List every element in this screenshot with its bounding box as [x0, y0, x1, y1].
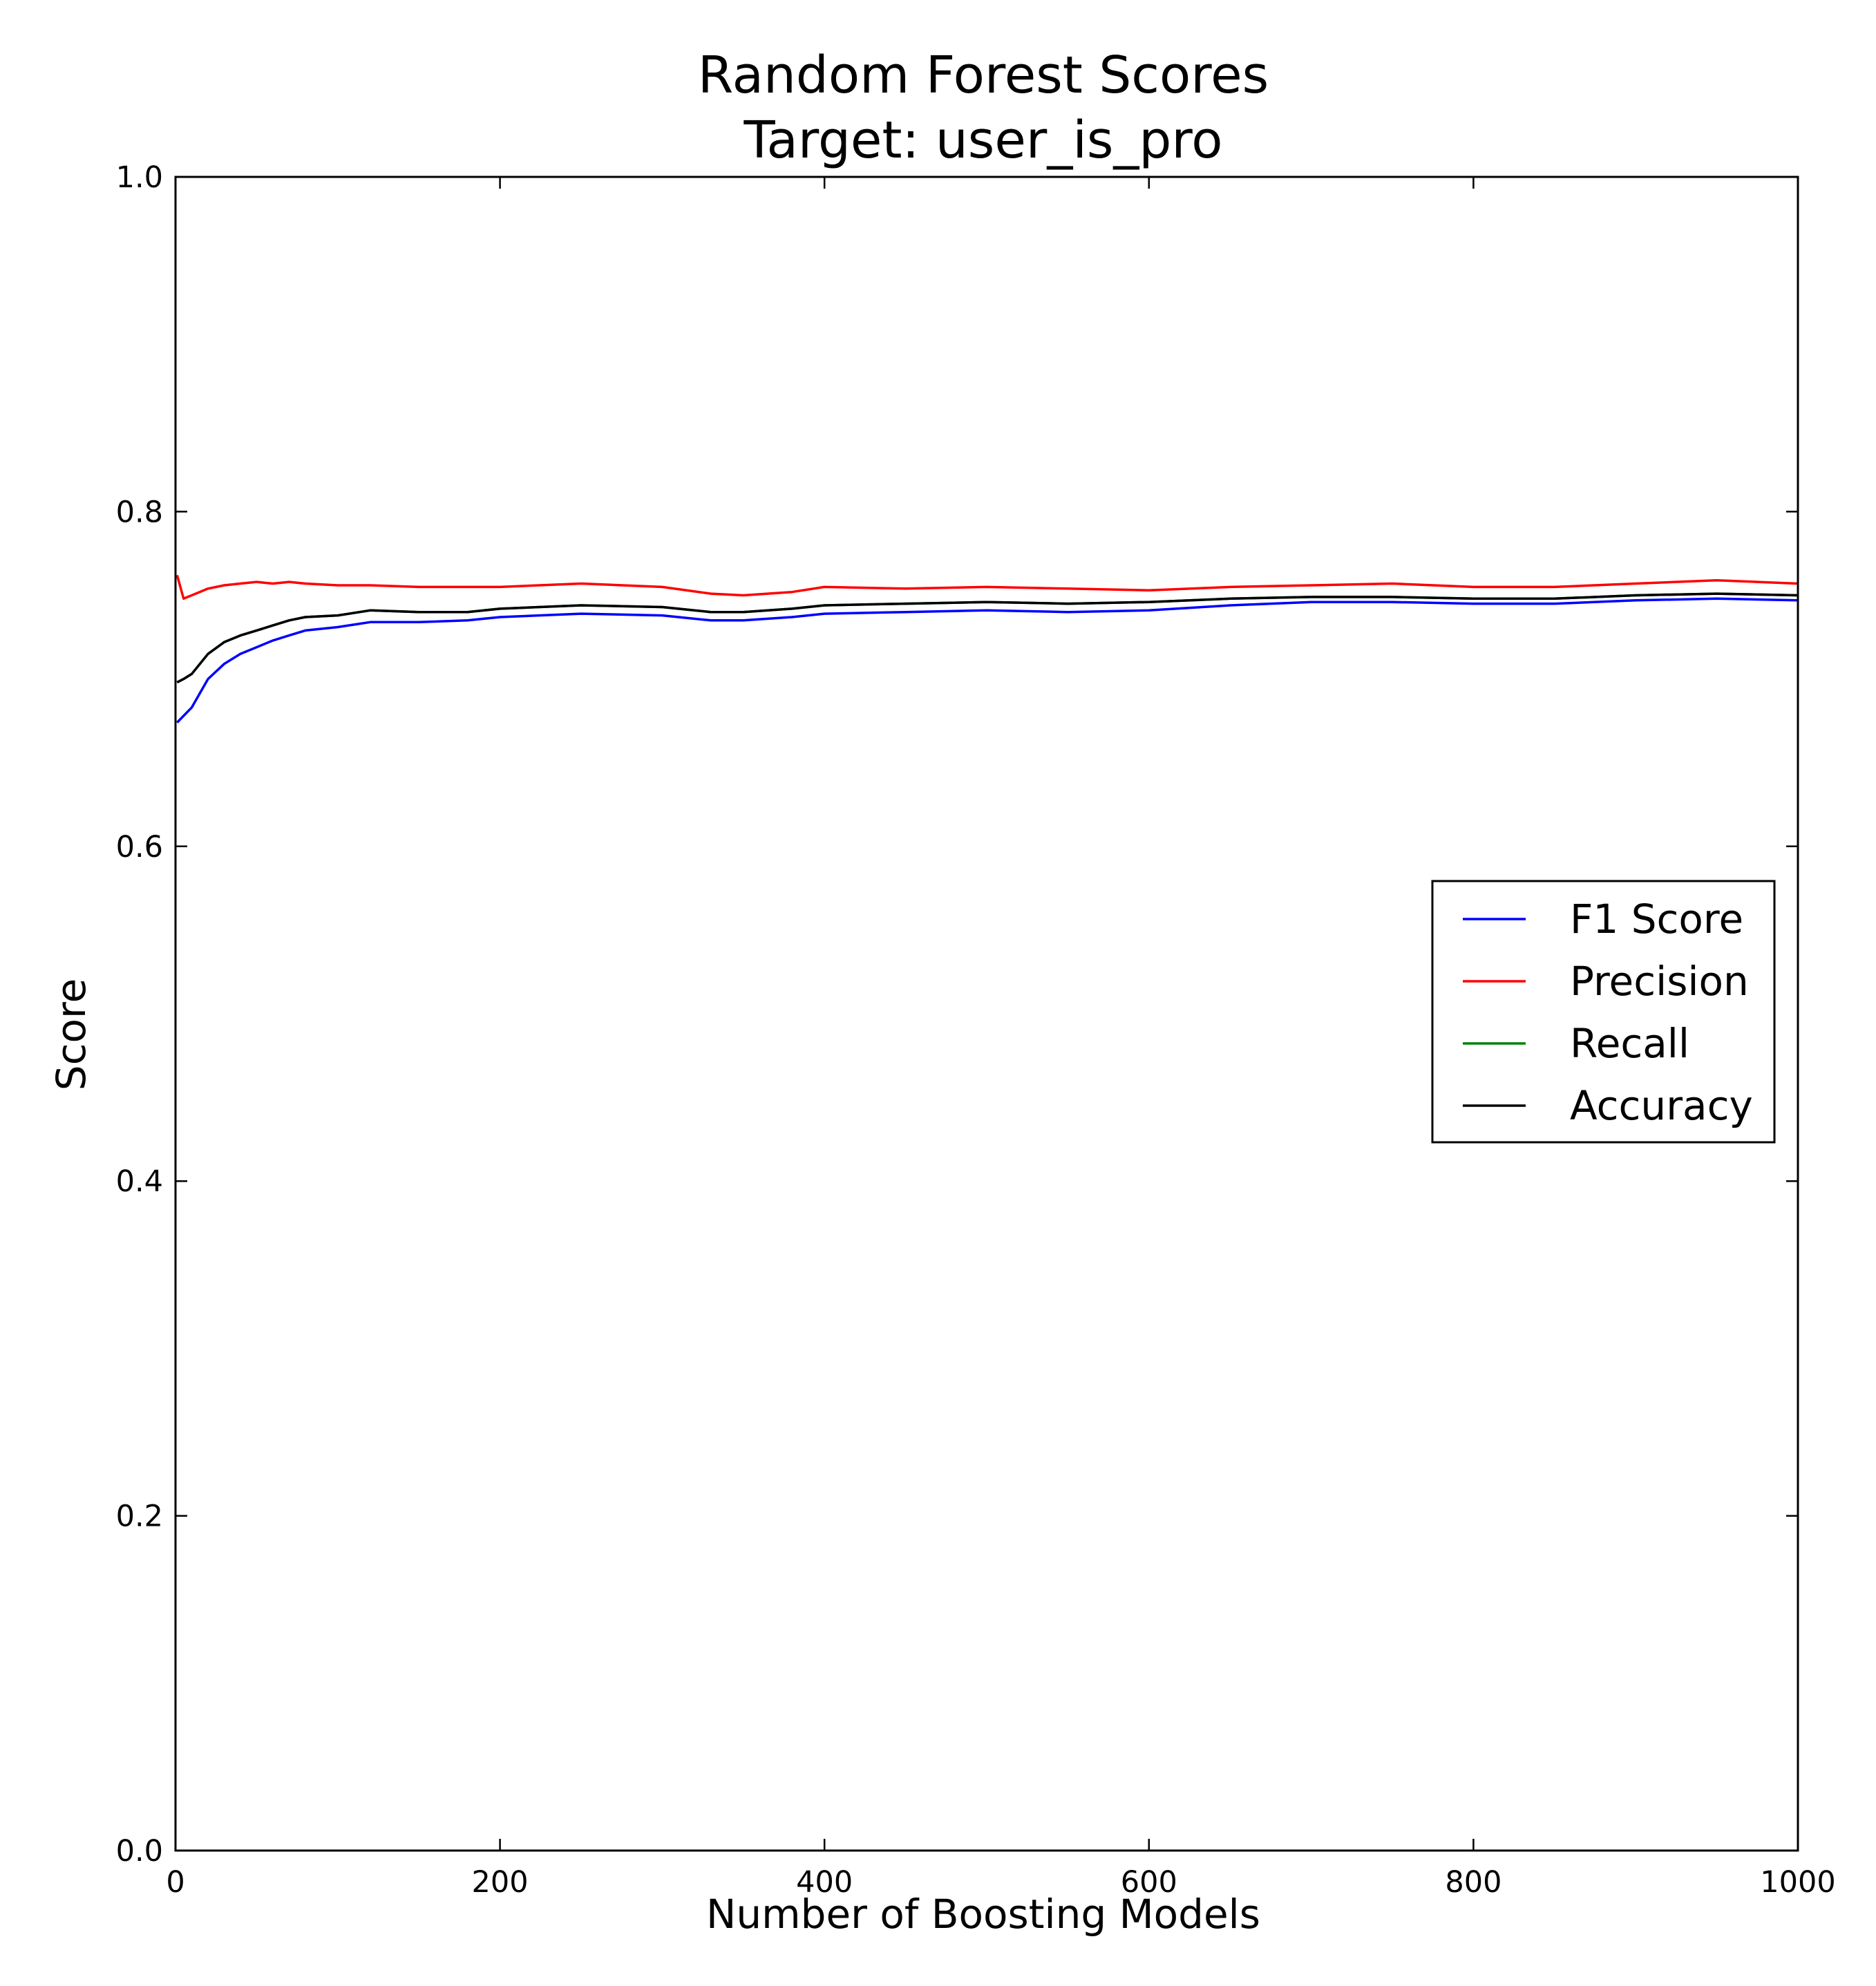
y-tick-label: 1.0 — [116, 160, 163, 195]
series-layer — [176, 574, 1799, 724]
y-tick-label: 0.2 — [116, 1500, 163, 1534]
y-tick-label: 0.6 — [116, 830, 163, 864]
x-tick-label: 600 — [1121, 1865, 1177, 1900]
y-tick-label: 0.0 — [116, 1834, 163, 1869]
tick-layer: 0 200 400 600 800 1000 0.0 0.2 0.4 0.6 0.8 1.0 — [116, 160, 1836, 1900]
x-tick-label: 400 — [796, 1865, 853, 1900]
series-line-precision — [176, 574, 1799, 600]
y-tick-label: 0.4 — [116, 1164, 163, 1199]
series-line-f1-score — [176, 597, 1799, 724]
x-tick-label: 0 — [166, 1865, 184, 1900]
chart-title: Random Forest Scores — [698, 46, 1269, 105]
x-tick-label: 800 — [1445, 1865, 1501, 1900]
legend-box — [1431, 880, 1776, 1144]
legend: F1 Score Precision Recall Accuracy — [1431, 880, 1776, 1144]
legend-label-recall: Recall — [1570, 1020, 1689, 1067]
y-axis-label: Score — [48, 978, 95, 1090]
x-tick-label: 200 — [472, 1865, 529, 1900]
legend-label-f1-score: F1 Score — [1570, 896, 1743, 943]
chart-subtitle: Target: user_is_pro — [743, 111, 1223, 170]
legend-label-accuracy: Accuracy — [1570, 1082, 1753, 1129]
series-line-accuracy — [176, 592, 1799, 683]
x-axis-label: Number of Boosting Models — [706, 1891, 1260, 1938]
plot-area-frame — [174, 176, 1799, 1852]
x-tick-label: 1000 — [1760, 1865, 1835, 1900]
legend-label-precision: Precision — [1570, 958, 1749, 1005]
y-tick-label: 0.8 — [116, 495, 163, 529]
